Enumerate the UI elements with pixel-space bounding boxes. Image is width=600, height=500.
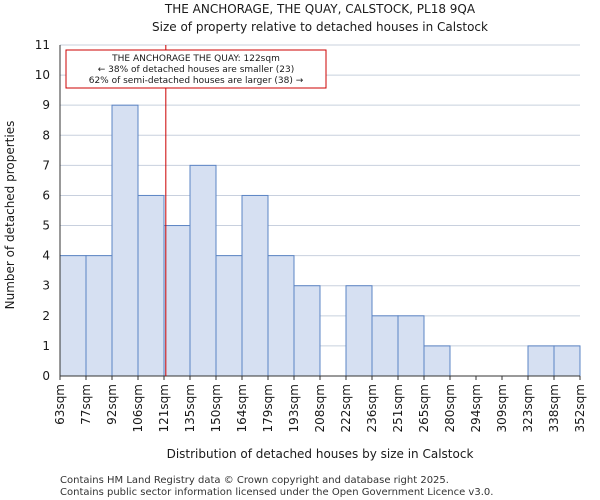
chart-title: THE ANCHORAGE, THE QUAY, CALSTOCK, PL18 … bbox=[164, 2, 476, 16]
x-tick-label: 193sqm bbox=[287, 384, 301, 432]
x-axis-ticks: 63sqm 77sqm 92sqm 106sqm 121sqm 135sqm 150sqm 1… bbox=[53, 376, 587, 432]
x-tick-label: 150sqm bbox=[209, 384, 223, 432]
y-tick-label: 3 bbox=[42, 279, 50, 293]
y-tick-label: 1 bbox=[42, 339, 50, 353]
x-tick-label: 164sqm bbox=[235, 384, 249, 432]
bar-338sqm bbox=[553, 345, 581, 377]
annotation-line-1: THE ANCHORAGE THE QUAY: 122sqm bbox=[111, 54, 280, 64]
x-tick-label: 280sqm bbox=[443, 384, 457, 432]
bar-63sqm bbox=[59, 255, 87, 377]
bar-164sqm bbox=[241, 194, 269, 377]
bar-236sqm bbox=[371, 315, 399, 377]
bar-222sqm bbox=[345, 285, 373, 377]
x-tick-label: 63sqm bbox=[53, 384, 67, 425]
y-tick-label: 5 bbox=[42, 219, 50, 233]
bar-179sqm bbox=[267, 255, 295, 377]
x-tick-label: 294sqm bbox=[469, 384, 483, 432]
x-tick-label: 352sqm bbox=[573, 384, 587, 432]
y-tick-label: 0 bbox=[42, 369, 50, 383]
annotation-line-2: ← 38% of detached houses are smaller (23… bbox=[98, 65, 295, 75]
bar-193sqm bbox=[293, 285, 321, 377]
x-tick-label: 323sqm bbox=[521, 384, 535, 432]
x-tick-label: 121sqm bbox=[157, 384, 171, 432]
y-tick-label: 4 bbox=[42, 249, 50, 263]
footer-line-2: Contains public sector information licen… bbox=[60, 487, 493, 498]
x-tick-label: 236sqm bbox=[365, 384, 379, 432]
x-tick-label: 338sqm bbox=[547, 384, 561, 432]
x-tick-label: 208sqm bbox=[313, 384, 327, 432]
x-tick-label: 92sqm bbox=[105, 384, 119, 425]
bar-135sqm bbox=[189, 164, 217, 377]
y-tick-label: 11 bbox=[35, 38, 50, 52]
bar-77sqm bbox=[85, 255, 113, 377]
y-tick-label: 8 bbox=[42, 128, 50, 142]
y-axis-ticks: 0 1 2 3 4 5 6 7 8 9 10 11 bbox=[35, 38, 50, 383]
x-tick-label: 179sqm bbox=[261, 384, 275, 432]
bar-92sqm bbox=[111, 104, 139, 377]
y-tick-label: 10 bbox=[35, 68, 50, 82]
x-tick-label: 135sqm bbox=[183, 384, 197, 432]
x-tick-label: 265sqm bbox=[417, 384, 431, 432]
bar-251sqm bbox=[397, 315, 425, 377]
bar-323sqm bbox=[527, 345, 555, 377]
bar-106sqm bbox=[137, 194, 165, 377]
y-tick-label: 6 bbox=[42, 188, 50, 202]
x-tick-label: 106sqm bbox=[131, 384, 145, 432]
bar-150sqm bbox=[215, 255, 243, 377]
bar-121sqm bbox=[163, 225, 191, 377]
y-axis-label: Number of detached properties bbox=[3, 121, 17, 310]
chart-subtitle: Size of property relative to detached ho… bbox=[152, 20, 488, 34]
x-axis-label: Distribution of detached houses by size … bbox=[167, 447, 474, 461]
y-tick-label: 7 bbox=[42, 158, 50, 172]
y-tick-label: 2 bbox=[42, 309, 50, 323]
y-tick-label: 9 bbox=[42, 98, 50, 112]
annotation-line-3: 62% of semi-detached houses are larger (… bbox=[89, 76, 304, 86]
bar-265sqm bbox=[423, 345, 451, 377]
x-tick-label: 309sqm bbox=[495, 384, 509, 432]
annotation-box bbox=[65, 49, 327, 89]
footer-line-1: Contains HM Land Registry data © Crown c… bbox=[60, 475, 449, 486]
x-tick-label: 251sqm bbox=[391, 384, 405, 432]
x-tick-label: 222sqm bbox=[339, 384, 353, 432]
x-tick-label: 77sqm bbox=[79, 384, 93, 425]
bars bbox=[59, 45, 581, 377]
